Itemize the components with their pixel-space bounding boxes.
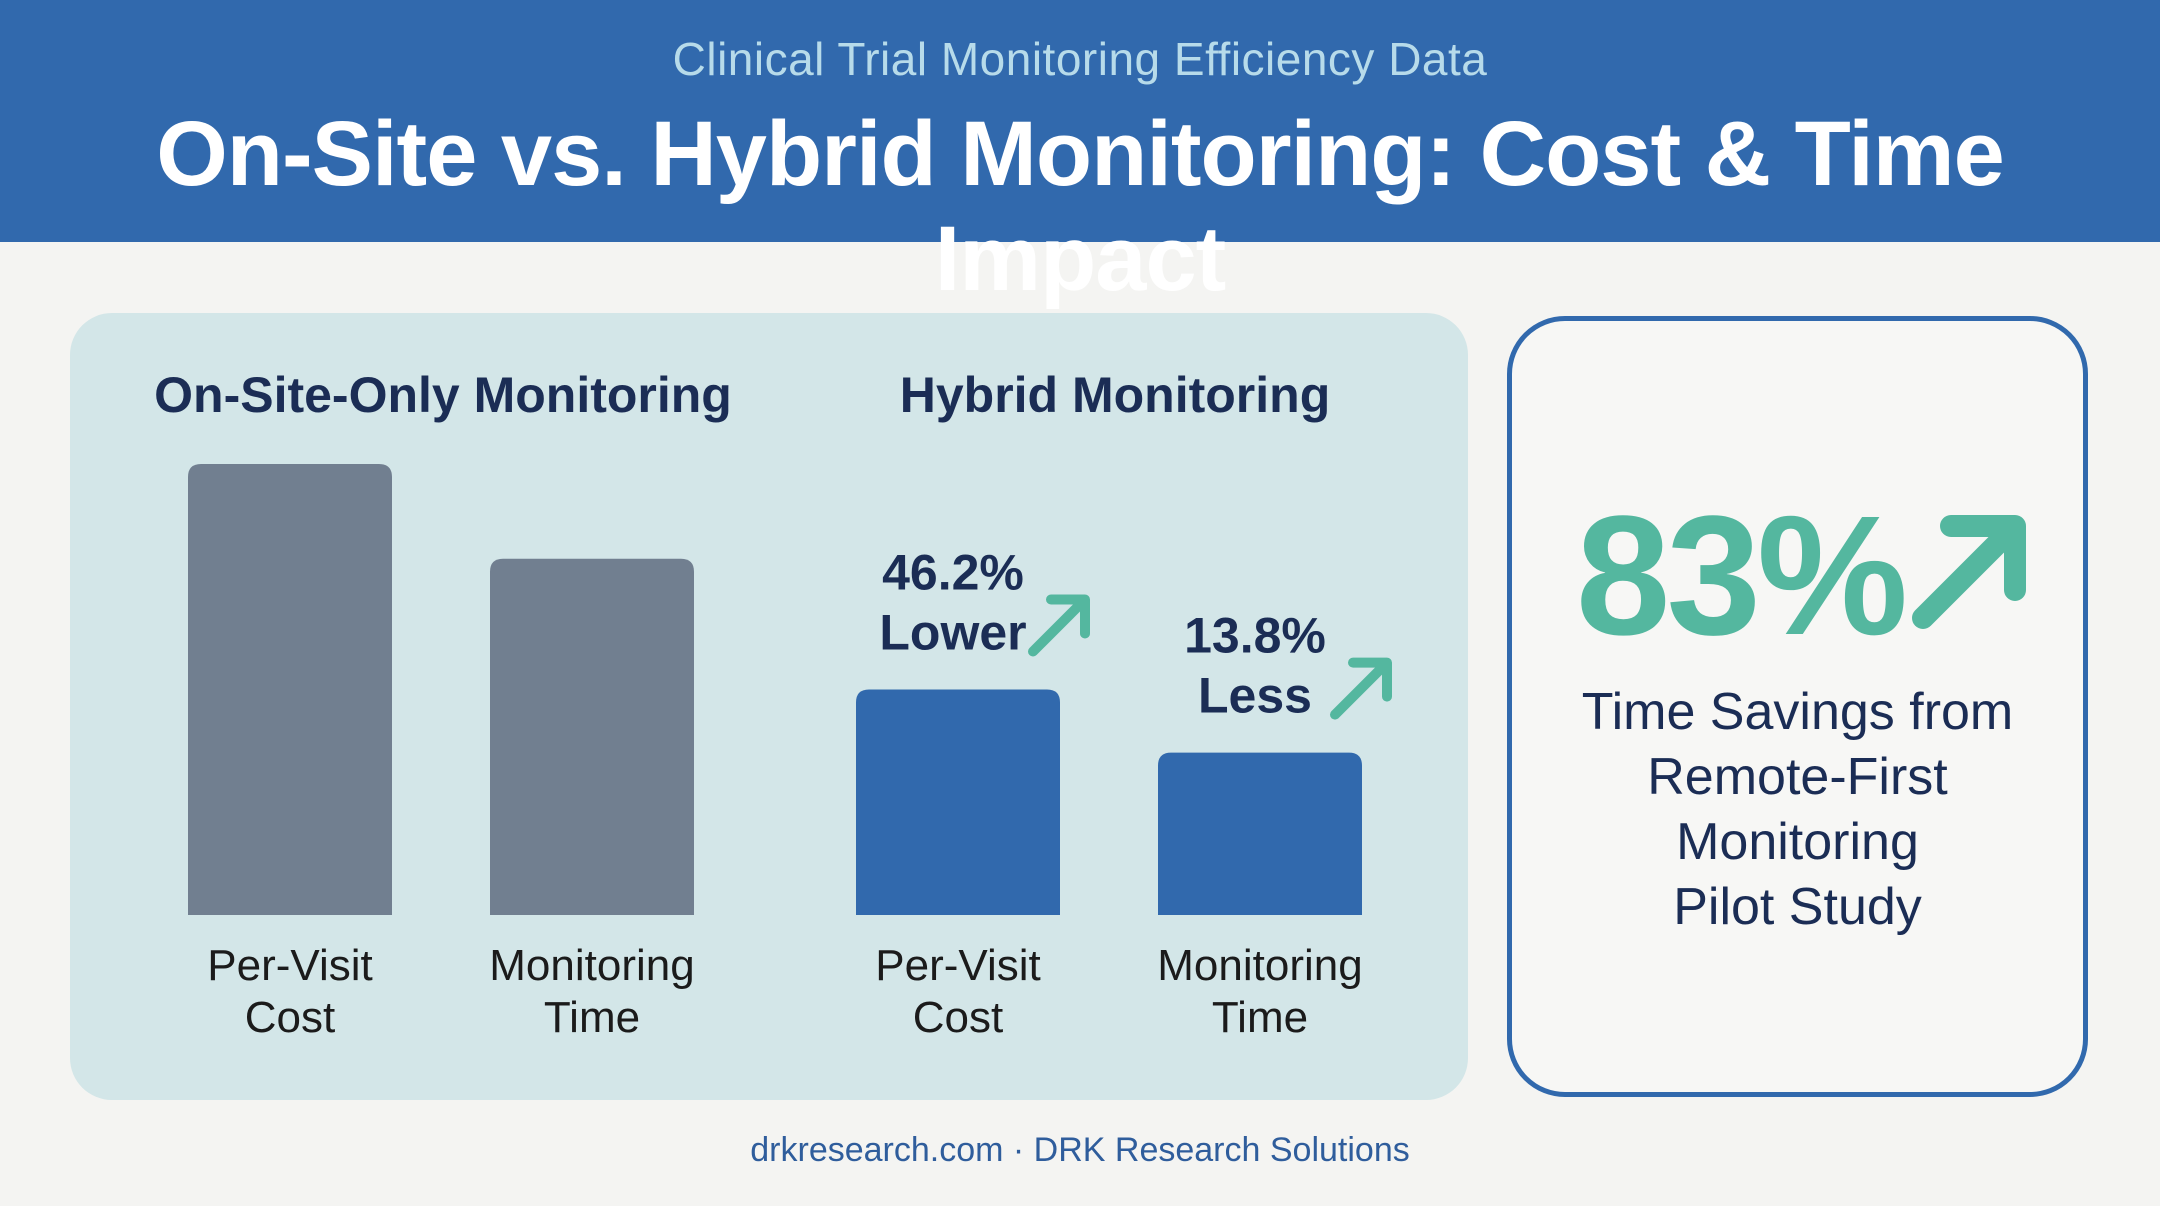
callout-panel <box>1507 316 2088 1097</box>
callout-line: Remote-First <box>1647 748 1948 806</box>
category-label: Per-Visit <box>875 941 1040 990</box>
up-right-arrow-icon <box>1330 661 1388 720</box>
bar <box>490 558 694 915</box>
page-title: On-Site vs. Hybrid Monitoring: Cost & Ti… <box>156 103 2005 310</box>
group-title: Hybrid Monitoring <box>900 367 1331 423</box>
callout-description: Time Savings from Remote-First Monitorin… <box>1507 680 2088 940</box>
category-label: Monitoring <box>489 941 694 990</box>
group-title: On-Site-Only Monitoring <box>154 367 732 423</box>
up-right-arrow-icon <box>1028 598 1086 657</box>
category-label: Time <box>1212 993 1308 1042</box>
category-label: Monitoring <box>1157 941 1362 990</box>
data-label: 13.8% <box>1184 608 1326 664</box>
data-label: Less <box>1198 668 1312 724</box>
callout-line: Time Savings from <box>1581 683 2014 741</box>
header-banner: Clinical Trial Monitoring Efficiency Dat… <box>0 0 2160 310</box>
bar <box>856 689 1060 915</box>
data-label: Lower <box>879 605 1026 661</box>
bar <box>188 464 392 915</box>
up-right-arrow-icon <box>1912 515 2026 629</box>
up-right-arrow-icon <box>1046 594 1090 639</box>
category-label: Per-Visit <box>207 941 372 990</box>
data-label: 46.2% <box>882 545 1024 601</box>
bar <box>1158 752 1362 915</box>
category-label: Cost <box>913 993 1003 1042</box>
up-right-arrow-icon <box>1348 657 1392 702</box>
callout-value: 83% <box>1575 481 1908 671</box>
header-kicker: Clinical Trial Monitoring Efficiency Dat… <box>672 33 1488 85</box>
callout-line: Pilot Study <box>1673 878 1922 936</box>
category-label: Time <box>544 993 640 1042</box>
category-label: Cost <box>245 993 335 1042</box>
callout-line: Monitoring <box>1676 813 1919 871</box>
footer-credit: drkresearch.com · DRK Research Solutions <box>750 1131 1410 1169</box>
